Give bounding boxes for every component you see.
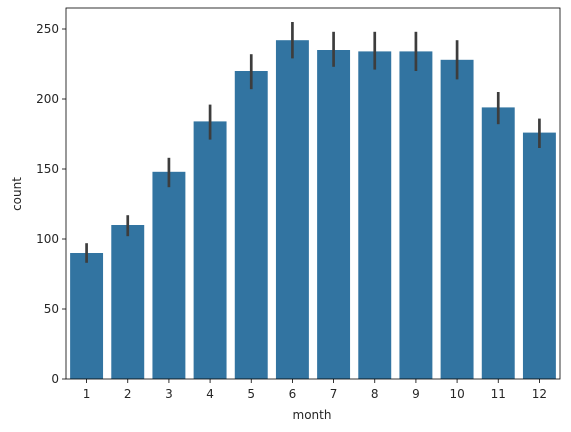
x-tick-label: 7 <box>330 387 338 401</box>
y-tick-label: 250 <box>36 22 59 36</box>
y-axis-label: count <box>10 177 24 211</box>
axes-frame <box>65 7 561 380</box>
x-tick-label: 4 <box>206 387 214 401</box>
x-tick-label: 3 <box>165 387 173 401</box>
bar-11 <box>481 107 515 380</box>
x-axis-label: month <box>293 408 332 422</box>
bar-7 <box>317 50 351 379</box>
y-tick-label: 150 <box>36 162 59 176</box>
bar-5 <box>234 71 268 379</box>
y-ticks: 0 50 100 150 200 250 <box>36 22 66 386</box>
x-tick-label: 8 <box>371 387 379 401</box>
x-tick-label: 2 <box>124 387 132 401</box>
bar-4 <box>193 121 227 380</box>
y-tick-label: 100 <box>36 232 59 246</box>
x-tick-label: 9 <box>412 387 420 401</box>
x-tick-label: 11 <box>491 387 506 401</box>
bar-3 <box>152 171 186 379</box>
bar-6 <box>275 40 309 379</box>
plot-frame <box>65 7 561 380</box>
y-tick-label: 200 <box>36 92 59 106</box>
x-tick-label: 5 <box>247 387 255 401</box>
x-tick-label: 6 <box>289 387 297 401</box>
errorbars-layer <box>85 22 541 263</box>
x-tick-label: 12 <box>532 387 547 401</box>
bar-9 <box>399 51 433 380</box>
y-tick-label: 50 <box>44 302 59 316</box>
bar-8 <box>358 51 392 380</box>
bar-12 <box>522 132 556 379</box>
y-tick-label: 0 <box>51 372 59 386</box>
x-tick-label: 1 <box>83 387 91 401</box>
x-ticks: 1 2 3 4 5 6 7 8 9 10 11 12 <box>83 379 547 401</box>
bar-1 <box>70 253 104 379</box>
bar-10 <box>440 59 474 380</box>
bar-2 <box>111 225 145 379</box>
x-tick-label: 10 <box>449 387 464 401</box>
bars-layer <box>70 40 556 380</box>
